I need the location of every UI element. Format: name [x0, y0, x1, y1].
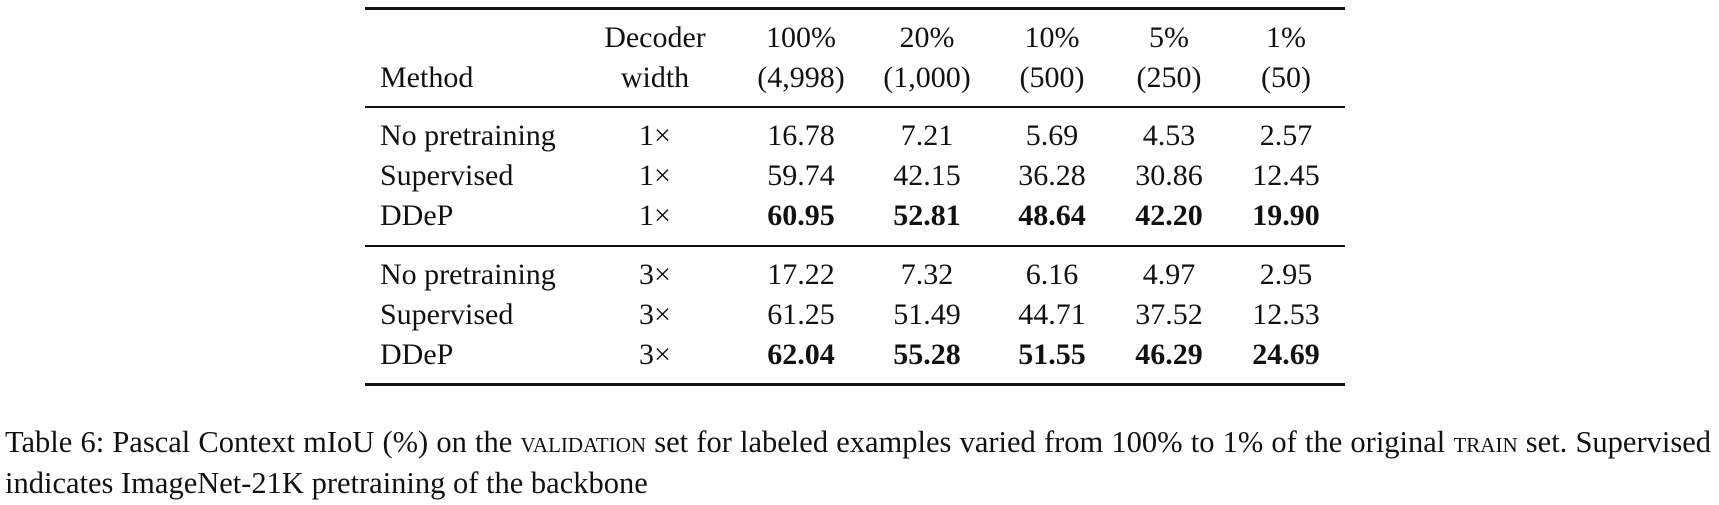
width-cell: 3×: [639, 258, 671, 291]
value-cell: 48.64: [1018, 199, 1086, 232]
header-cell: (500): [1019, 61, 1085, 94]
value-cell: 2.57: [1259, 119, 1313, 152]
width-cell: 3×: [639, 338, 671, 371]
method-cell: DDeP: [380, 338, 454, 371]
value-cell: 62.04: [767, 338, 835, 371]
group-rule: [365, 245, 1345, 247]
header-cell: Decoder: [604, 21, 706, 54]
bottom-rule: [365, 383, 1345, 386]
value-cell: 2.95: [1259, 258, 1313, 291]
caption-text: set. Supervised indicates ImageNet-21K p…: [5, 425, 1711, 500]
header-cell: 10%: [1024, 21, 1080, 54]
caption-text: set for labeled examples varied from 100…: [646, 425, 1454, 459]
results-table: Method Decoder width 100% (4,998) 20% (1,000) 1…: [365, 7, 1345, 386]
header-cell: (4,998): [757, 61, 845, 94]
value-cell: 12.45: [1252, 159, 1320, 192]
value-cell: 52.81: [893, 199, 961, 232]
method-cell: No pretraining: [380, 258, 556, 291]
method-cell: No pretraining: [380, 119, 556, 152]
value-cell: 19.90: [1252, 199, 1320, 232]
method-cell: Supervised: [380, 298, 514, 331]
value-cell: 44.71: [1018, 298, 1086, 331]
header-cell: (250): [1136, 61, 1202, 94]
value-cell: 16.78: [767, 119, 835, 152]
value-cell: 6.16: [1025, 258, 1079, 291]
method-cell: Supervised: [380, 159, 514, 192]
header-cell: 20%: [899, 21, 955, 54]
value-cell: 17.22: [767, 258, 835, 291]
value-cell: 36.28: [1018, 159, 1086, 192]
value-cell: 4.53: [1142, 119, 1196, 152]
header-cell: 1%: [1266, 21, 1306, 54]
value-cell: 42.20: [1135, 199, 1203, 232]
value-cell: 30.86: [1135, 159, 1203, 192]
caption-text: Table 6: Pascal Context mIoU (%) on the: [5, 425, 521, 459]
value-cell: 5.69: [1025, 119, 1079, 152]
value-cell: 60.95: [767, 199, 835, 232]
header-rule: [365, 106, 1345, 108]
value-cell: 7.32: [900, 258, 954, 291]
width-cell: 1×: [639, 199, 671, 232]
value-cell: 37.52: [1135, 298, 1203, 331]
caption-text: train: [1453, 425, 1518, 459]
value-cell: 46.29: [1135, 338, 1203, 371]
top-rule: [365, 7, 1345, 10]
value-cell: 12.53: [1252, 298, 1320, 331]
value-cell: 51.55: [1018, 338, 1086, 371]
header-cell: 5%: [1149, 21, 1189, 54]
value-cell: 24.69: [1252, 338, 1320, 371]
value-cell: 7.21: [900, 119, 954, 152]
table-caption: Table 6: Pascal Context mIoU (%) on the …: [5, 422, 1711, 504]
header-cell: (1,000): [883, 61, 971, 94]
width-cell: 1×: [639, 159, 671, 192]
method-cell: DDeP: [380, 199, 454, 232]
header-cell: 100%: [766, 21, 836, 54]
header-cell: (50): [1261, 61, 1311, 94]
value-cell: 42.15: [893, 159, 961, 192]
value-cell: 51.49: [893, 298, 961, 331]
value-cell: 55.28: [893, 338, 961, 371]
value-cell: 4.97: [1142, 258, 1196, 291]
value-cell: 59.74: [767, 159, 835, 192]
header-cell: width: [620, 61, 690, 94]
caption-text: validation: [520, 425, 647, 459]
header-cell: Method: [380, 61, 474, 94]
width-cell: 1×: [639, 119, 671, 152]
value-cell: 61.25: [767, 298, 835, 331]
width-cell: 3×: [639, 298, 671, 331]
